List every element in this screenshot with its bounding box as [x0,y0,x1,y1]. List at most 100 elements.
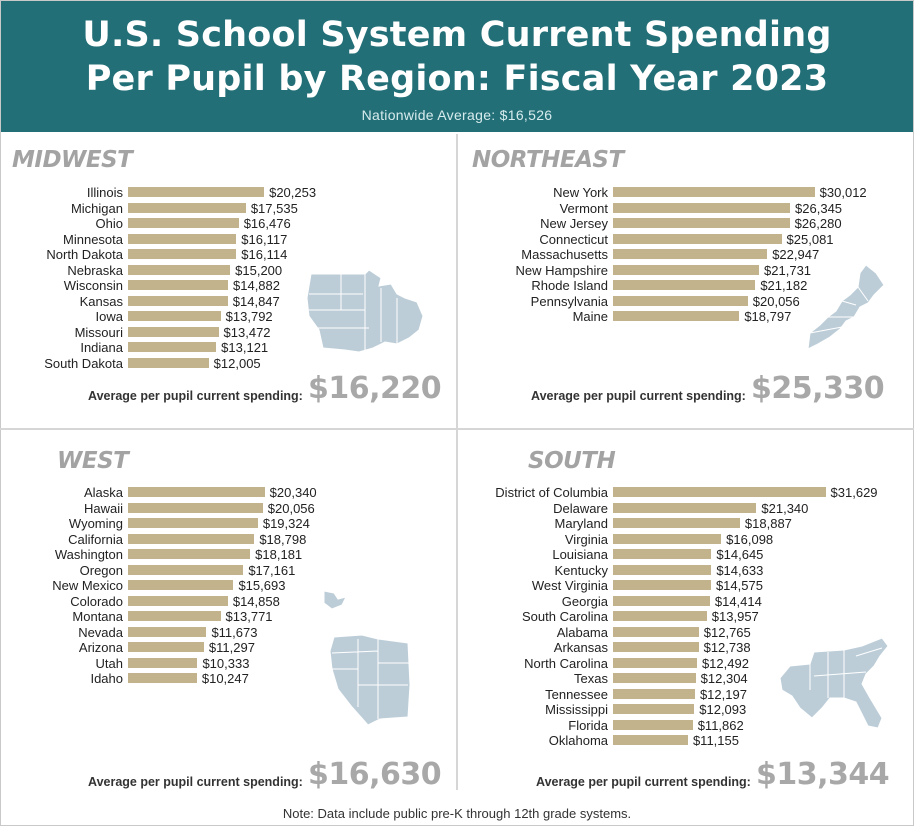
bar-value-midwest: $17,535 [250,200,298,216]
bar-value-south: $31,629 [830,485,878,500]
bar-value-west: $19,324 [262,516,310,531]
bar-northeast [613,233,782,244]
bar-value-midwest: $20,253 [269,185,317,200]
avg-label-west: Average per pupil current spending: [88,775,303,789]
bar-value-midwest: $13,792 [225,309,273,324]
bar-south [613,626,699,637]
bar-value-midwest: $13,121 [221,340,269,355]
bar-label-midwest: Michigan [70,200,123,216]
bar-south [613,487,826,497]
bar-midwest [128,311,221,321]
bar-value-south: $14,414 [714,593,762,609]
bar-south [613,657,697,668]
bar-midwest [128,249,237,259]
title-line-2: Per Pupil by Region: Fiscal Year 2023 [85,59,829,99]
bar-label-midwest: Ohio [95,216,123,231]
bar-value-west: $10,333 [202,655,250,671]
bar-south [613,502,757,513]
bar-label-west: Oregon [79,562,123,578]
avg-value-northeast: $25,330 [751,371,885,406]
bar-value-south: $11,862 [697,717,744,733]
avg-label-south: Average per pupil current spending: [536,775,751,789]
bar-value-northeast: $18,797 [744,309,792,324]
bar-label-midwest: Kansas [79,293,123,309]
bar-south [613,580,711,590]
bar-west [128,673,197,683]
page-title: U.S. School System Current Spending Per … [1,13,913,101]
avg-label-northeast: Average per pupil current spending: [531,389,746,403]
bar-label-northeast: New Hampshire [515,262,608,278]
bar-midwest [128,202,246,213]
bar-value-south: $14,575 [715,578,763,593]
bar-label-west: Washington [54,547,123,562]
bar-label-midwest: Minnesota [63,231,123,247]
bar-west [128,533,255,544]
bar-label-south: Texas [574,671,608,686]
bar-midwest [128,264,231,275]
bar-west [128,595,228,606]
bar-label-midwest: Nebraska [67,262,123,278]
bar-value-northeast: $26,280 [794,216,842,231]
bar-west [128,580,234,590]
bar-label-south: North Carolina [524,655,608,671]
bar-label-south: West Virginia [531,578,608,593]
bar-northeast [613,295,748,306]
bar-label-south: Kentucky [554,562,608,578]
nationwide-average: Nationwide Average: $16,526 [361,107,553,123]
bar-label-south: South Carolina [522,609,608,624]
region-title-south: SOUTH [528,448,616,474]
bar-value-west: $11,673 [211,624,258,640]
bar-value-south: $12,492 [701,655,749,671]
midwest-map-icon [306,269,424,353]
bar-northeast [613,311,740,321]
bar-northeast [613,202,791,213]
bar-label-northeast: Rhode Island [531,278,608,293]
bar-value-south: $12,738 [703,640,751,655]
bar-south [613,518,740,528]
bar-west [128,502,263,513]
bar-label-south: Maryland [554,516,608,531]
bar-value-northeast: $21,731 [764,262,812,278]
region-title-midwest: MIDWEST [12,147,133,173]
bar-value-northeast: $20,056 [752,293,800,309]
bar-value-west: $18,181 [255,547,303,562]
bar-label-south: Florida [568,717,608,733]
bar-value-south: $12,304 [700,671,748,686]
bar-label-west: Nevada [78,624,123,640]
bar-west [128,564,244,575]
avg-value-west: $16,630 [308,757,442,792]
bar-label-south: Alabama [556,624,608,640]
bar-label-south: Arkansas [553,640,608,655]
bar-midwest [128,357,209,368]
bar-west [128,518,258,528]
header: U.S. School System Current Spending Per … [1,1,913,132]
bar-midwest [128,342,217,352]
bar-value-northeast: $22,947 [772,247,820,262]
bar-value-west: $20,340 [269,485,317,500]
bar-label-west: Arizona [78,640,123,655]
bar-south [613,642,699,652]
bar-northeast [613,249,768,259]
bar-value-south: $21,340 [761,500,809,516]
bar-midwest [128,187,265,197]
bar-value-south: $18,887 [744,516,792,531]
bar-south [613,611,707,621]
bar-label-south: Oklahoma [548,733,608,748]
bar-value-west: $15,693 [238,578,286,593]
avg-label-midwest: Average per pupil current spending: [88,389,303,403]
bar-label-west: Colorado [70,593,123,609]
bar-west [128,487,265,497]
bar-value-northeast: $21,182 [760,278,808,293]
south-map-icon [779,637,889,729]
bar-value-west: $17,161 [248,562,296,578]
bar-label-west: Idaho [90,671,123,686]
bar-value-south: $12,197 [699,686,747,702]
bar-value-west: $14,858 [232,593,280,609]
bar-value-west: $11,297 [208,640,255,655]
bar-label-northeast: Connecticut [539,231,608,247]
title-line-1: U.S. School System Current Spending [82,15,832,55]
bar-midwest [128,326,219,337]
bar-value-northeast: $26,345 [795,200,843,216]
bar-value-midwest: $14,847 [232,293,280,309]
bar-midwest [128,233,237,244]
